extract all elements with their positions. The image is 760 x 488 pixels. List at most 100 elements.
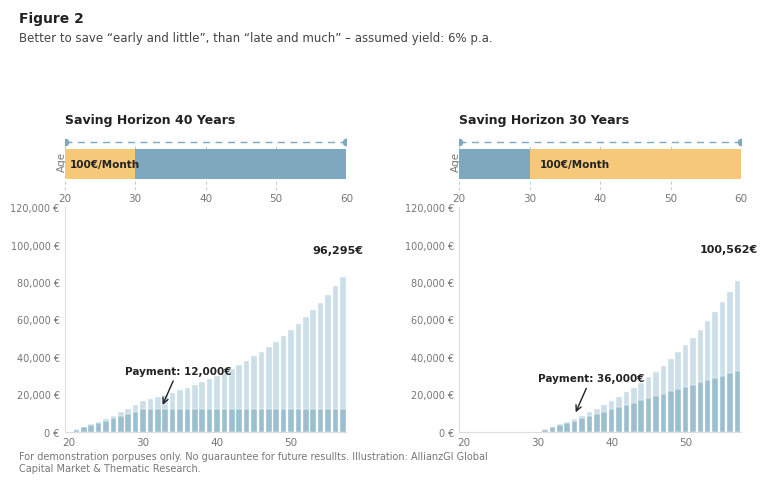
Bar [705,380,711,432]
Bar [340,278,346,409]
Text: Saving Horizon 40 Years: Saving Horizon 40 Years [65,114,235,126]
Bar [229,369,235,409]
Bar [549,427,555,432]
Bar [274,342,279,409]
Bar [207,409,212,432]
Bar [236,409,242,432]
Bar [347,268,353,409]
Bar [682,387,689,432]
Bar [705,321,711,380]
Bar [111,418,116,432]
Bar [74,429,79,432]
Bar [325,295,331,409]
Bar [572,421,578,432]
Bar [258,352,264,409]
Bar [347,409,353,432]
Bar [118,412,124,416]
Bar [616,397,622,407]
Bar [742,369,748,432]
Bar [88,425,94,432]
Bar [727,374,733,432]
Bar [222,373,227,409]
Bar [720,376,725,432]
Bar [303,318,309,409]
Text: 100€/Month: 100€/Month [540,160,610,169]
Bar [274,409,279,432]
Bar [690,338,695,385]
Bar [638,383,644,401]
Bar [163,395,168,409]
Bar [280,336,287,409]
Bar [631,403,637,432]
Bar [668,391,673,432]
Bar [296,325,301,409]
Bar [244,409,249,432]
Bar [96,423,101,432]
Bar [676,353,681,389]
Bar [192,409,198,432]
Bar [734,281,740,371]
Bar [163,409,168,432]
Bar [340,409,346,432]
Bar [147,409,154,432]
Bar [530,149,741,180]
Bar [147,399,154,409]
Bar [111,416,116,418]
Bar [623,405,629,432]
Bar [214,376,220,409]
Bar [572,419,578,421]
Bar [646,398,651,432]
Bar [333,287,338,409]
Bar [252,357,257,409]
Bar [749,367,755,432]
Bar [214,409,220,432]
Bar [676,389,681,432]
Bar [155,409,160,432]
Bar [712,378,718,432]
Bar [682,346,689,387]
Bar [185,388,190,409]
Bar [742,270,748,369]
Bar [96,422,101,423]
Bar [660,394,666,432]
Bar [288,330,293,409]
Bar [280,409,287,432]
Bar [690,385,695,432]
Bar [303,409,309,432]
Text: 100€/Month: 100€/Month [70,160,141,169]
Text: Payment: 12,000€: Payment: 12,000€ [125,366,231,404]
Bar [594,414,600,432]
Bar [587,416,592,432]
Bar [668,360,673,391]
Bar [103,419,109,421]
Bar [125,414,131,432]
Bar [118,416,124,432]
Bar [609,401,614,409]
Bar [310,409,316,432]
Text: Saving Horizon 30 Years: Saving Horizon 30 Years [459,114,629,126]
Bar [660,366,666,394]
Bar [712,312,718,378]
Bar [638,401,644,432]
Bar [177,390,182,409]
Bar [222,409,227,432]
Bar [81,427,87,432]
Text: Better to save “early and little”, than “late and much” – assumed yield: 6% p.a.: Better to save “early and little”, than … [19,32,492,45]
Text: 100,562€: 100,562€ [700,244,758,255]
Bar [727,292,733,374]
Text: 96,295€: 96,295€ [312,245,363,255]
Bar [141,401,146,409]
Bar [565,423,570,432]
Bar [229,409,235,432]
Bar [601,412,607,432]
Bar [653,396,659,432]
Bar [65,149,135,180]
Y-axis label: Age: Age [57,151,67,171]
Bar [185,409,190,432]
Bar [177,409,182,432]
Bar [199,383,205,409]
Bar [653,372,659,396]
Bar [288,409,293,432]
Bar [141,409,146,432]
Bar [579,418,584,432]
